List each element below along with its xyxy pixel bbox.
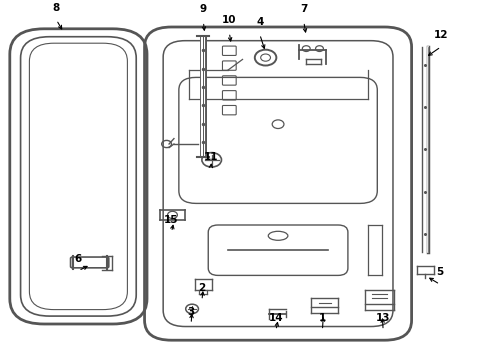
Circle shape xyxy=(302,46,310,51)
Text: 3: 3 xyxy=(188,307,195,317)
Text: 5: 5 xyxy=(437,267,443,277)
Text: 14: 14 xyxy=(269,313,283,323)
Circle shape xyxy=(316,46,323,51)
Text: 13: 13 xyxy=(376,313,391,323)
Text: 7: 7 xyxy=(300,4,308,14)
Text: 2: 2 xyxy=(198,283,205,293)
Circle shape xyxy=(202,153,221,167)
Text: 8: 8 xyxy=(53,3,60,13)
Text: 6: 6 xyxy=(75,253,82,264)
Text: 11: 11 xyxy=(203,152,218,162)
Text: 9: 9 xyxy=(200,4,207,14)
Text: 15: 15 xyxy=(164,215,179,225)
Text: 12: 12 xyxy=(434,30,448,40)
Text: 1: 1 xyxy=(319,313,326,323)
Circle shape xyxy=(186,304,198,314)
Text: 10: 10 xyxy=(222,15,237,25)
Text: 4: 4 xyxy=(256,17,264,27)
